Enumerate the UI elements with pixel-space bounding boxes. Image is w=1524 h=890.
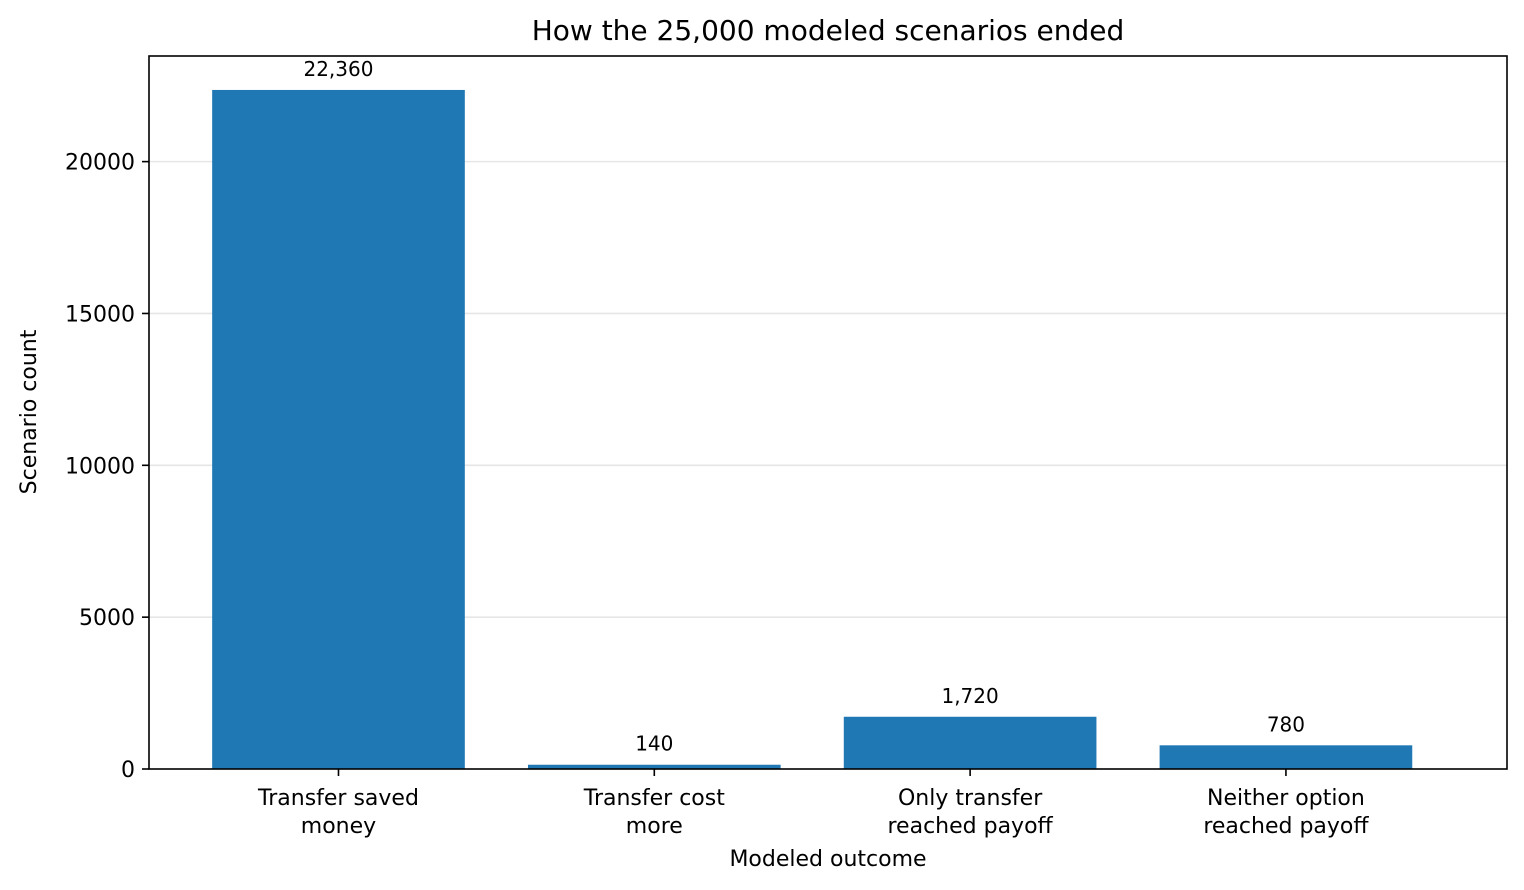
x-axis-label: Modeled outcome [729, 847, 926, 872]
data-labels: 22,360 140 1,720 780 [303, 57, 1305, 756]
x-tick-label: Transfer cost more [583, 786, 725, 839]
bar [212, 89, 465, 769]
y-tick-label: 0 [121, 758, 135, 783]
y-tick-label: 20000 [65, 151, 135, 176]
y-axis: 0 5000 10000 15000 20000 [65, 151, 149, 783]
x-axis: Transfer saved money Transfer cost more Only… [257, 769, 1369, 839]
data-label: 780 [1267, 712, 1305, 736]
chart-title: How the 25,000 modeled scenarios ended [532, 14, 1125, 47]
bar [527, 764, 781, 769]
bar [843, 716, 1097, 769]
y-tick-label: 15000 [65, 302, 135, 327]
plot-frame [148, 55, 1508, 770]
bar [1159, 745, 1413, 769]
bars [212, 89, 1413, 769]
y-tick-label: 5000 [79, 606, 135, 631]
y-axis-label: Scenario count [17, 329, 42, 494]
data-label: 140 [635, 732, 673, 756]
x-tick-label: Only transfer reached payoff [888, 786, 1054, 839]
y-tick-label: 10000 [65, 454, 135, 479]
x-tick-label: Transfer saved money [257, 786, 419, 839]
x-tick-label: Neither option reached payoff [1203, 786, 1369, 839]
data-label: 1,720 [941, 684, 998, 708]
data-label: 22,360 [303, 57, 373, 81]
